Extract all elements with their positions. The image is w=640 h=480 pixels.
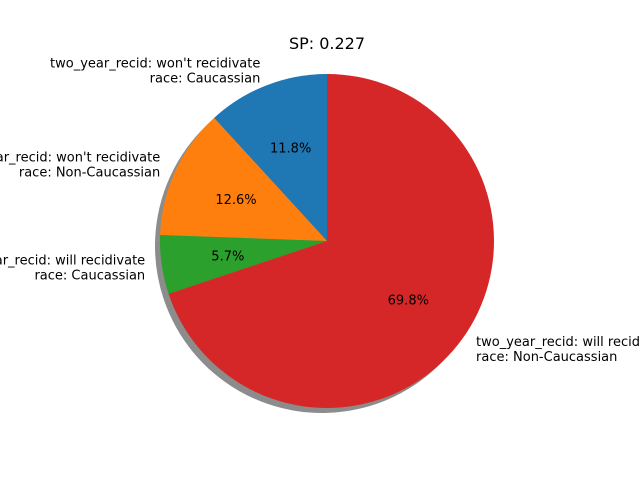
pie-labels: 11.8%two_year_recid: won't recidivate rac… <box>0 56 640 365</box>
slice-two-year-recid-will-recidivate-race-non-caucassian <box>168 74 494 408</box>
slice-label-line: two_year_recid: won't recidivate <box>50 56 260 71</box>
slice-two-year-recid-will-recidivate-race-caucassian <box>160 234 327 294</box>
slice-label-line: race: Caucassian <box>34 269 145 284</box>
pct-label-two-year-recid-won-t-recidivate-race-caucassian: 11.8% <box>270 142 311 157</box>
slice-two-year-recid-won-t-recidivate-race-non-caucassian <box>160 117 327 241</box>
slice-label-line: two_year_recid: will recidivate <box>0 254 145 269</box>
pct-label-two-year-recid-will-recidivate-race-non-caucassian: 69.8% <box>388 294 429 309</box>
slice-label-line: race: Non-Caucassian <box>19 166 160 181</box>
slice-two-year-recid-won-t-recidivate-race-caucassian <box>214 74 327 241</box>
chart-title: SP: 0.227 <box>289 34 365 53</box>
slice-label-line: two_year_recid: won't recidivate <box>0 151 160 166</box>
pct-label-two-year-recid-won-t-recidivate-race-non-caucassian: 12.6% <box>215 193 256 208</box>
pct-label-two-year-recid-will-recidivate-race-caucassian: 5.7% <box>211 249 244 264</box>
slice-label-line: race: Caucassian <box>150 71 261 86</box>
slice-label-line: race: Non-Caucassian <box>476 350 617 365</box>
pie-slices <box>160 74 494 408</box>
slice-label-two-year-recid-won-t-recidivate-race-caucassian: two_year_recid: won't recidivate race: Ca… <box>50 56 260 86</box>
slice-label-line: two_year_recid: will recidivate <box>476 335 640 350</box>
